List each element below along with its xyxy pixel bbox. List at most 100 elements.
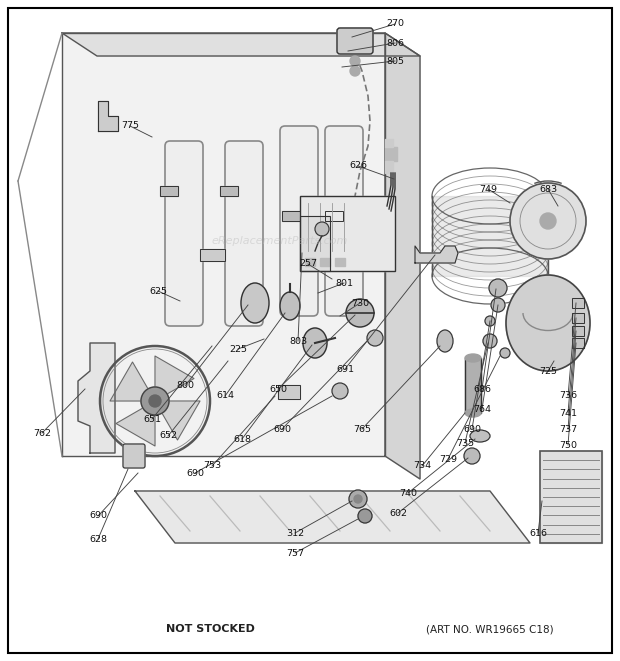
Bar xyxy=(540,451,602,543)
Text: 741: 741 xyxy=(559,408,577,418)
Circle shape xyxy=(332,383,348,399)
Bar xyxy=(300,196,395,271)
Text: 735: 735 xyxy=(456,438,474,447)
Bar xyxy=(385,139,393,147)
Text: 614: 614 xyxy=(216,391,234,401)
Bar xyxy=(385,147,397,161)
FancyBboxPatch shape xyxy=(165,141,203,326)
Text: 736: 736 xyxy=(559,391,577,401)
Text: 270: 270 xyxy=(386,20,404,28)
Text: 750: 750 xyxy=(559,440,577,449)
Text: 765: 765 xyxy=(353,424,371,434)
Text: 753: 753 xyxy=(203,461,221,471)
Circle shape xyxy=(149,395,161,407)
Text: 690: 690 xyxy=(186,469,204,477)
Ellipse shape xyxy=(465,409,481,417)
Bar xyxy=(278,385,300,399)
Text: 801: 801 xyxy=(335,278,353,288)
Text: 803: 803 xyxy=(289,336,307,346)
Bar xyxy=(325,211,343,221)
Bar xyxy=(300,216,330,271)
Bar xyxy=(200,249,225,261)
Bar xyxy=(220,186,238,196)
Text: 618: 618 xyxy=(233,434,251,444)
Bar xyxy=(325,211,343,221)
Bar xyxy=(278,385,300,399)
Text: 690: 690 xyxy=(463,424,481,434)
Polygon shape xyxy=(98,101,118,131)
Bar xyxy=(572,338,584,348)
Text: 806: 806 xyxy=(386,38,404,48)
Circle shape xyxy=(315,222,329,236)
Text: 690: 690 xyxy=(273,424,291,434)
Bar xyxy=(160,186,178,196)
Text: 737: 737 xyxy=(559,424,577,434)
Text: 652: 652 xyxy=(159,432,177,440)
Text: 650: 650 xyxy=(269,385,287,393)
Bar xyxy=(572,313,584,323)
Ellipse shape xyxy=(303,328,327,358)
FancyBboxPatch shape xyxy=(280,126,318,316)
Text: 690: 690 xyxy=(89,512,107,520)
Ellipse shape xyxy=(241,283,269,323)
Bar xyxy=(300,216,330,271)
Circle shape xyxy=(485,316,495,326)
Text: 683: 683 xyxy=(539,184,557,194)
FancyBboxPatch shape xyxy=(123,444,145,468)
Text: 602: 602 xyxy=(389,508,407,518)
Circle shape xyxy=(491,298,505,312)
Bar xyxy=(220,186,238,196)
Text: 757: 757 xyxy=(286,549,304,557)
Text: 257: 257 xyxy=(299,260,317,268)
Text: 729: 729 xyxy=(439,455,457,463)
Polygon shape xyxy=(110,362,153,401)
Bar xyxy=(540,451,602,543)
Polygon shape xyxy=(415,246,458,263)
Circle shape xyxy=(141,387,169,415)
Text: 625: 625 xyxy=(149,286,167,295)
Ellipse shape xyxy=(280,292,300,320)
Text: NOT STOCKED: NOT STOCKED xyxy=(166,624,254,634)
Bar xyxy=(385,161,393,173)
Ellipse shape xyxy=(465,354,481,362)
Text: 730: 730 xyxy=(351,299,369,307)
Text: 725: 725 xyxy=(539,366,557,375)
Bar xyxy=(465,358,481,413)
Circle shape xyxy=(540,213,556,229)
Polygon shape xyxy=(62,33,420,56)
Circle shape xyxy=(500,348,510,358)
Circle shape xyxy=(510,183,586,259)
Text: 686: 686 xyxy=(473,385,491,393)
Circle shape xyxy=(489,279,507,297)
Circle shape xyxy=(346,299,374,327)
Polygon shape xyxy=(155,356,194,399)
Bar xyxy=(200,249,225,261)
Circle shape xyxy=(367,330,383,346)
Bar xyxy=(572,313,584,323)
Polygon shape xyxy=(157,401,200,440)
Circle shape xyxy=(483,334,497,348)
Text: 805: 805 xyxy=(386,56,404,65)
Text: 775: 775 xyxy=(121,122,139,130)
Text: 312: 312 xyxy=(286,529,304,537)
Ellipse shape xyxy=(437,330,453,352)
Bar xyxy=(282,211,300,221)
Polygon shape xyxy=(62,33,385,456)
Circle shape xyxy=(464,448,480,464)
Text: 651: 651 xyxy=(143,414,161,424)
Bar xyxy=(572,326,584,336)
Circle shape xyxy=(350,56,360,66)
Bar xyxy=(465,358,481,413)
Circle shape xyxy=(358,509,372,523)
Text: 691: 691 xyxy=(336,364,354,373)
Bar xyxy=(572,298,584,308)
Text: 749: 749 xyxy=(479,184,497,194)
Circle shape xyxy=(354,495,362,503)
Text: 734: 734 xyxy=(413,461,431,471)
Bar xyxy=(305,258,315,266)
Text: 764: 764 xyxy=(473,405,491,414)
Ellipse shape xyxy=(506,275,590,371)
Text: 762: 762 xyxy=(33,428,51,438)
Polygon shape xyxy=(432,196,548,276)
FancyBboxPatch shape xyxy=(337,28,373,54)
